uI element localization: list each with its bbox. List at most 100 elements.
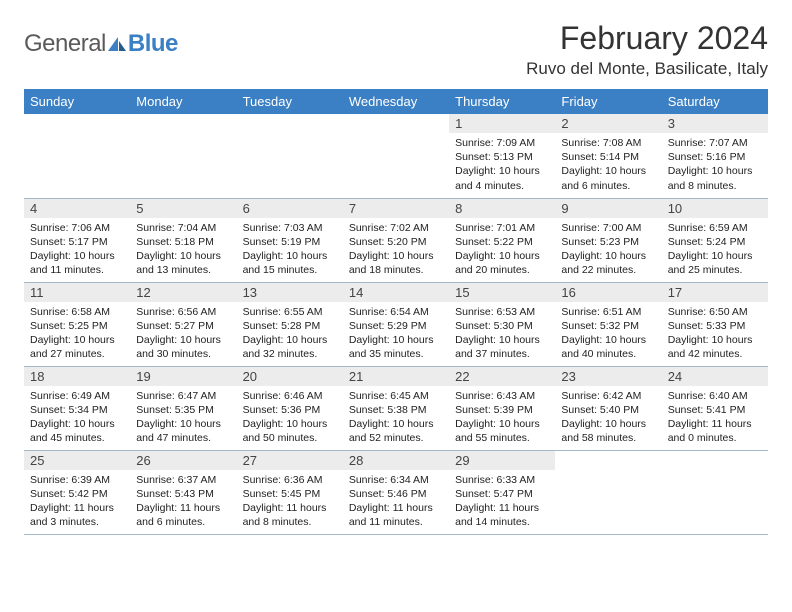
day-number: 17	[662, 283, 768, 302]
brand-word2: Blue	[128, 30, 178, 58]
weekday-header: Friday	[555, 89, 661, 114]
daylight-line: Daylight: 10 hours and 25 minutes.	[668, 249, 762, 277]
daylight-line: Daylight: 10 hours and 4 minutes.	[455, 164, 549, 192]
day-details: Sunrise: 6:33 AMSunset: 5:47 PMDaylight:…	[449, 470, 555, 534]
day-cell: 8Sunrise: 7:01 AMSunset: 5:22 PMDaylight…	[449, 198, 555, 282]
day-number: 3	[662, 114, 768, 133]
calendar-week-row: 1Sunrise: 7:09 AMSunset: 5:13 PMDaylight…	[24, 114, 768, 198]
sunrise-line: Sunrise: 6:54 AM	[349, 305, 443, 319]
day-cell: 13Sunrise: 6:55 AMSunset: 5:28 PMDayligh…	[237, 282, 343, 366]
calendar-page: General Blue February 2024 Ruvo del Mont…	[0, 0, 792, 555]
sunset-line: Sunset: 5:27 PM	[136, 319, 230, 333]
day-number: 20	[237, 367, 343, 386]
sunrise-line: Sunrise: 6:45 AM	[349, 389, 443, 403]
empty-day-cell	[237, 114, 343, 198]
sunset-line: Sunset: 5:16 PM	[668, 150, 762, 164]
day-cell: 1Sunrise: 7:09 AMSunset: 5:13 PMDaylight…	[449, 114, 555, 198]
sunrise-line: Sunrise: 6:46 AM	[243, 389, 337, 403]
location-subtitle: Ruvo del Monte, Basilicate, Italy	[526, 59, 768, 79]
weekday-header: Thursday	[449, 89, 555, 114]
day-number: 1	[449, 114, 555, 133]
day-details: Sunrise: 6:42 AMSunset: 5:40 PMDaylight:…	[555, 386, 661, 450]
day-details: Sunrise: 6:58 AMSunset: 5:25 PMDaylight:…	[24, 302, 130, 366]
day-cell: 28Sunrise: 6:34 AMSunset: 5:46 PMDayligh…	[343, 450, 449, 534]
day-cell: 27Sunrise: 6:36 AMSunset: 5:45 PMDayligh…	[237, 450, 343, 534]
daylight-line: Daylight: 11 hours and 0 minutes.	[668, 417, 762, 445]
day-details: Sunrise: 6:39 AMSunset: 5:42 PMDaylight:…	[24, 470, 130, 534]
daylight-line: Daylight: 11 hours and 14 minutes.	[455, 501, 549, 529]
day-cell: 7Sunrise: 7:02 AMSunset: 5:20 PMDaylight…	[343, 198, 449, 282]
day-number: 22	[449, 367, 555, 386]
sunrise-line: Sunrise: 6:43 AM	[455, 389, 549, 403]
day-details: Sunrise: 6:36 AMSunset: 5:45 PMDaylight:…	[237, 470, 343, 534]
daylight-line: Daylight: 10 hours and 45 minutes.	[30, 417, 124, 445]
day-details: Sunrise: 6:47 AMSunset: 5:35 PMDaylight:…	[130, 386, 236, 450]
day-number: 5	[130, 199, 236, 218]
day-details: Sunrise: 6:46 AMSunset: 5:36 PMDaylight:…	[237, 386, 343, 450]
daylight-line: Daylight: 10 hours and 20 minutes.	[455, 249, 549, 277]
daylight-line: Daylight: 10 hours and 42 minutes.	[668, 333, 762, 361]
day-details: Sunrise: 6:49 AMSunset: 5:34 PMDaylight:…	[24, 386, 130, 450]
day-cell: 10Sunrise: 6:59 AMSunset: 5:24 PMDayligh…	[662, 198, 768, 282]
brand-sail-icon	[106, 35, 128, 53]
day-number: 28	[343, 451, 449, 470]
daylight-line: Daylight: 10 hours and 40 minutes.	[561, 333, 655, 361]
sunset-line: Sunset: 5:34 PM	[30, 403, 124, 417]
sunrise-line: Sunrise: 6:50 AM	[668, 305, 762, 319]
day-cell: 17Sunrise: 6:50 AMSunset: 5:33 PMDayligh…	[662, 282, 768, 366]
day-cell: 15Sunrise: 6:53 AMSunset: 5:30 PMDayligh…	[449, 282, 555, 366]
day-number: 8	[449, 199, 555, 218]
calendar-body: 1Sunrise: 7:09 AMSunset: 5:13 PMDaylight…	[24, 114, 768, 534]
day-details: Sunrise: 6:45 AMSunset: 5:38 PMDaylight:…	[343, 386, 449, 450]
day-details: Sunrise: 7:01 AMSunset: 5:22 PMDaylight:…	[449, 218, 555, 282]
sunset-line: Sunset: 5:35 PM	[136, 403, 230, 417]
day-cell: 5Sunrise: 7:04 AMSunset: 5:18 PMDaylight…	[130, 198, 236, 282]
day-details: Sunrise: 6:59 AMSunset: 5:24 PMDaylight:…	[662, 218, 768, 282]
sunset-line: Sunset: 5:42 PM	[30, 487, 124, 501]
daylight-line: Daylight: 10 hours and 30 minutes.	[136, 333, 230, 361]
sunrise-line: Sunrise: 6:59 AM	[668, 221, 762, 235]
day-number: 6	[237, 199, 343, 218]
title-block: February 2024 Ruvo del Monte, Basilicate…	[526, 20, 768, 79]
day-number: 2	[555, 114, 661, 133]
empty-day-cell	[662, 450, 768, 534]
sunrise-line: Sunrise: 7:01 AM	[455, 221, 549, 235]
sunrise-line: Sunrise: 6:51 AM	[561, 305, 655, 319]
empty-day-cell	[343, 114, 449, 198]
day-cell: 3Sunrise: 7:07 AMSunset: 5:16 PMDaylight…	[662, 114, 768, 198]
day-number: 29	[449, 451, 555, 470]
sunset-line: Sunset: 5:28 PM	[243, 319, 337, 333]
sunrise-line: Sunrise: 7:08 AM	[561, 136, 655, 150]
daylight-line: Daylight: 10 hours and 8 minutes.	[668, 164, 762, 192]
calendar-week-row: 18Sunrise: 6:49 AMSunset: 5:34 PMDayligh…	[24, 366, 768, 450]
calendar-week-row: 11Sunrise: 6:58 AMSunset: 5:25 PMDayligh…	[24, 282, 768, 366]
day-number: 14	[343, 283, 449, 302]
weekday-header: Monday	[130, 89, 236, 114]
day-cell: 6Sunrise: 7:03 AMSunset: 5:19 PMDaylight…	[237, 198, 343, 282]
sunset-line: Sunset: 5:45 PM	[243, 487, 337, 501]
day-details: Sunrise: 7:06 AMSunset: 5:17 PMDaylight:…	[24, 218, 130, 282]
daylight-line: Daylight: 10 hours and 47 minutes.	[136, 417, 230, 445]
day-number: 26	[130, 451, 236, 470]
sunset-line: Sunset: 5:43 PM	[136, 487, 230, 501]
daylight-line: Daylight: 11 hours and 3 minutes.	[30, 501, 124, 529]
day-cell: 21Sunrise: 6:45 AMSunset: 5:38 PMDayligh…	[343, 366, 449, 450]
day-cell: 12Sunrise: 6:56 AMSunset: 5:27 PMDayligh…	[130, 282, 236, 366]
day-cell: 20Sunrise: 6:46 AMSunset: 5:36 PMDayligh…	[237, 366, 343, 450]
daylight-line: Daylight: 10 hours and 11 minutes.	[30, 249, 124, 277]
weekday-header: Wednesday	[343, 89, 449, 114]
day-details: Sunrise: 7:09 AMSunset: 5:13 PMDaylight:…	[449, 133, 555, 197]
empty-day-cell	[24, 114, 130, 198]
day-number: 12	[130, 283, 236, 302]
daylight-line: Daylight: 11 hours and 11 minutes.	[349, 501, 443, 529]
day-cell: 22Sunrise: 6:43 AMSunset: 5:39 PMDayligh…	[449, 366, 555, 450]
sunset-line: Sunset: 5:39 PM	[455, 403, 549, 417]
day-number: 9	[555, 199, 661, 218]
day-cell: 25Sunrise: 6:39 AMSunset: 5:42 PMDayligh…	[24, 450, 130, 534]
day-details: Sunrise: 6:40 AMSunset: 5:41 PMDaylight:…	[662, 386, 768, 450]
daylight-line: Daylight: 10 hours and 37 minutes.	[455, 333, 549, 361]
page-header: General Blue February 2024 Ruvo del Mont…	[24, 20, 768, 79]
day-details: Sunrise: 6:56 AMSunset: 5:27 PMDaylight:…	[130, 302, 236, 366]
sunrise-line: Sunrise: 7:06 AM	[30, 221, 124, 235]
day-cell: 16Sunrise: 6:51 AMSunset: 5:32 PMDayligh…	[555, 282, 661, 366]
